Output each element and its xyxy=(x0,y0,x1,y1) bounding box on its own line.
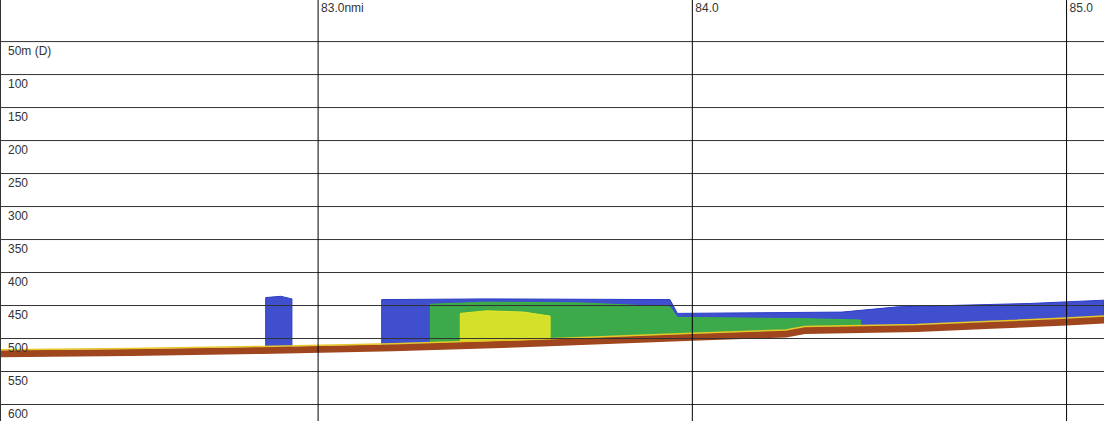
y-grid-line xyxy=(0,305,1104,306)
y-tick-label: 300 xyxy=(8,209,28,223)
x-grid-line xyxy=(318,0,319,421)
y-tick-label: 450 xyxy=(8,308,28,322)
y-grid-line xyxy=(0,173,1104,174)
x-tick-label: 83.0nmi xyxy=(321,1,364,15)
y-grid-line xyxy=(0,404,1104,405)
seabed-edge xyxy=(0,316,1104,350)
y-grid-line xyxy=(0,41,1104,42)
x-tick-label: 84.0 xyxy=(695,1,719,15)
y-tick-label: 50m (D) xyxy=(8,44,51,58)
x-grid-line xyxy=(692,0,693,421)
y-tick-label: 550 xyxy=(8,374,28,388)
y-grid-line xyxy=(0,239,1104,240)
y-grid-line xyxy=(0,140,1104,141)
y-axis-line xyxy=(0,0,1,421)
y-grid-line xyxy=(0,74,1104,75)
x-tick-label: 85.0 xyxy=(1070,1,1094,15)
seabed-line xyxy=(0,320,1104,354)
y-tick-label: 200 xyxy=(8,143,28,157)
y-tick-label: 350 xyxy=(8,242,28,256)
y-grid-line xyxy=(0,206,1104,207)
labels: 50m (D) 100 150 200 250 300 350 400 450 500 550 600… xyxy=(8,1,1093,421)
y-tick-label: 600 xyxy=(8,407,28,421)
y-tick-label: 250 xyxy=(8,176,28,190)
y-grid-line xyxy=(0,272,1104,273)
grid xyxy=(0,0,1104,421)
y-tick-label: 100 xyxy=(8,77,28,91)
background xyxy=(0,0,1104,421)
y-grid-line xyxy=(0,371,1104,372)
y-grid-line xyxy=(0,107,1104,108)
data-layer xyxy=(0,296,1104,353)
x-grid-line xyxy=(1066,0,1067,421)
y-tick-label: 150 xyxy=(8,110,28,124)
echogram: 50m (D) 100 150 200 250 300 350 400 450 500 550 600… xyxy=(0,0,1104,421)
y-grid-line xyxy=(0,338,1104,339)
y-tick-label: 500 xyxy=(8,341,28,355)
y-tick-label: 400 xyxy=(8,275,28,289)
